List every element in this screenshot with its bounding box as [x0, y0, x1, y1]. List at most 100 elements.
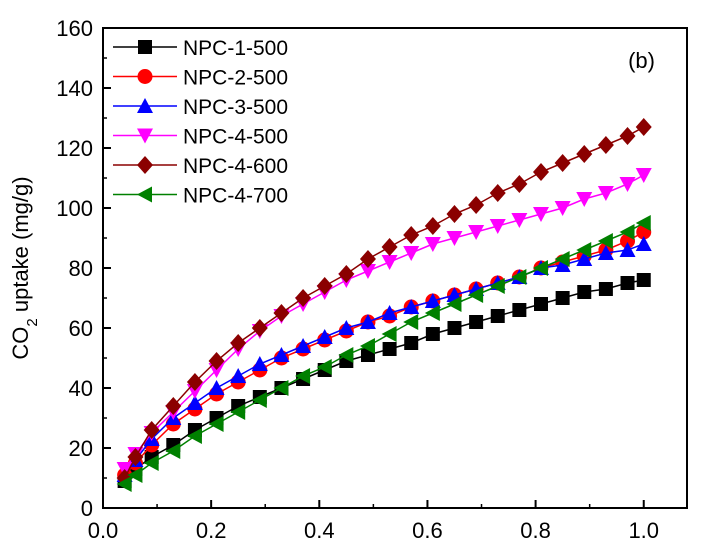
data-point [251, 356, 268, 371]
data-point [295, 368, 311, 384]
data-series-layer [116, 118, 652, 492]
data-point [381, 326, 397, 342]
y-tick-label: 160 [56, 16, 93, 41]
data-point [554, 251, 570, 267]
y-tick-label: 100 [56, 196, 93, 221]
data-point [447, 321, 462, 335]
data-point [403, 314, 419, 330]
data-point [597, 136, 614, 154]
data-point [186, 384, 203, 399]
data-point [512, 303, 527, 317]
series-NPC-4-600 [116, 118, 652, 487]
data-point [230, 368, 247, 383]
data-point [208, 380, 225, 395]
data-point [424, 293, 441, 308]
data-point [186, 428, 202, 444]
x-tick-label: 0.0 [88, 518, 119, 543]
x-tick-label: 0.4 [304, 518, 335, 543]
y-tick-label: 60 [69, 316, 93, 341]
data-point [273, 347, 290, 362]
data-point [424, 305, 440, 321]
data-point [316, 277, 333, 295]
data-point [165, 397, 182, 415]
y-tick-label: 140 [56, 76, 93, 101]
series-line [124, 279, 644, 482]
data-point [403, 246, 420, 261]
data-point [359, 250, 376, 268]
data-point [230, 334, 247, 352]
legend-label: NPC-4-700 [183, 185, 288, 208]
data-point [490, 309, 505, 323]
data-point [424, 237, 441, 252]
legend-entry: NPC-2-500 [113, 67, 288, 90]
data-point [381, 238, 398, 256]
data-point [619, 224, 635, 240]
y-tick-label: 0 [81, 496, 93, 521]
data-point [127, 448, 144, 466]
data-point [251, 392, 267, 408]
data-point [635, 236, 652, 251]
legend-entry: NPC-4-700 [113, 185, 288, 208]
data-point [143, 455, 159, 471]
y-tick-label: 80 [69, 256, 93, 281]
data-point [469, 315, 484, 329]
x-tick-label: 0.8 [520, 518, 551, 543]
data-point [403, 299, 420, 314]
y-tick-label: 20 [69, 436, 93, 461]
data-point [468, 196, 485, 214]
data-point [208, 352, 225, 370]
data-point [635, 215, 651, 231]
data-point [511, 269, 527, 285]
data-point [381, 255, 398, 270]
legend-marker [137, 69, 153, 84]
legend-marker [137, 156, 153, 174]
x-tick-label: 0.2 [196, 518, 227, 543]
data-point [186, 373, 203, 391]
legend-label: NPC-2-500 [183, 67, 288, 90]
data-point [404, 336, 419, 350]
data-point [316, 329, 333, 344]
legend-entry: NPC-1-500 [113, 37, 288, 60]
data-point [555, 291, 570, 305]
data-point [635, 118, 652, 136]
data-point [511, 175, 528, 193]
data-point [359, 338, 375, 354]
legend-label: NPC-1-500 [183, 37, 288, 60]
data-point [143, 421, 160, 439]
series-NPC-4-700 [116, 215, 651, 492]
data-point [273, 304, 290, 322]
data-point [127, 467, 143, 483]
data-point [619, 177, 636, 192]
data-point [425, 327, 440, 341]
data-point [424, 217, 441, 235]
data-point [576, 242, 592, 258]
legend-marker [138, 40, 152, 54]
data-point [186, 395, 203, 410]
data-point [576, 192, 593, 207]
legend-marker [137, 98, 153, 113]
data-point [576, 251, 593, 266]
data-point [468, 225, 485, 240]
data-point [446, 205, 463, 223]
data-point [636, 273, 651, 287]
data-point [468, 287, 484, 303]
data-point [533, 207, 549, 222]
data-point [534, 297, 548, 311]
series-NPC-3-500 [116, 236, 652, 482]
legend-label: NPC-4-500 [183, 126, 288, 149]
panel-label: (b) [628, 48, 655, 73]
data-point [338, 320, 355, 335]
series-line [124, 243, 645, 476]
data-point [165, 443, 181, 459]
data-point [295, 338, 312, 353]
data-point [381, 305, 398, 320]
y-tick-label: 40 [69, 376, 93, 401]
data-point [554, 257, 571, 272]
data-point [489, 278, 505, 294]
data-point [382, 342, 397, 356]
data-point [554, 201, 571, 216]
data-point [316, 359, 332, 375]
data-point [597, 245, 614, 260]
data-point [597, 233, 613, 249]
